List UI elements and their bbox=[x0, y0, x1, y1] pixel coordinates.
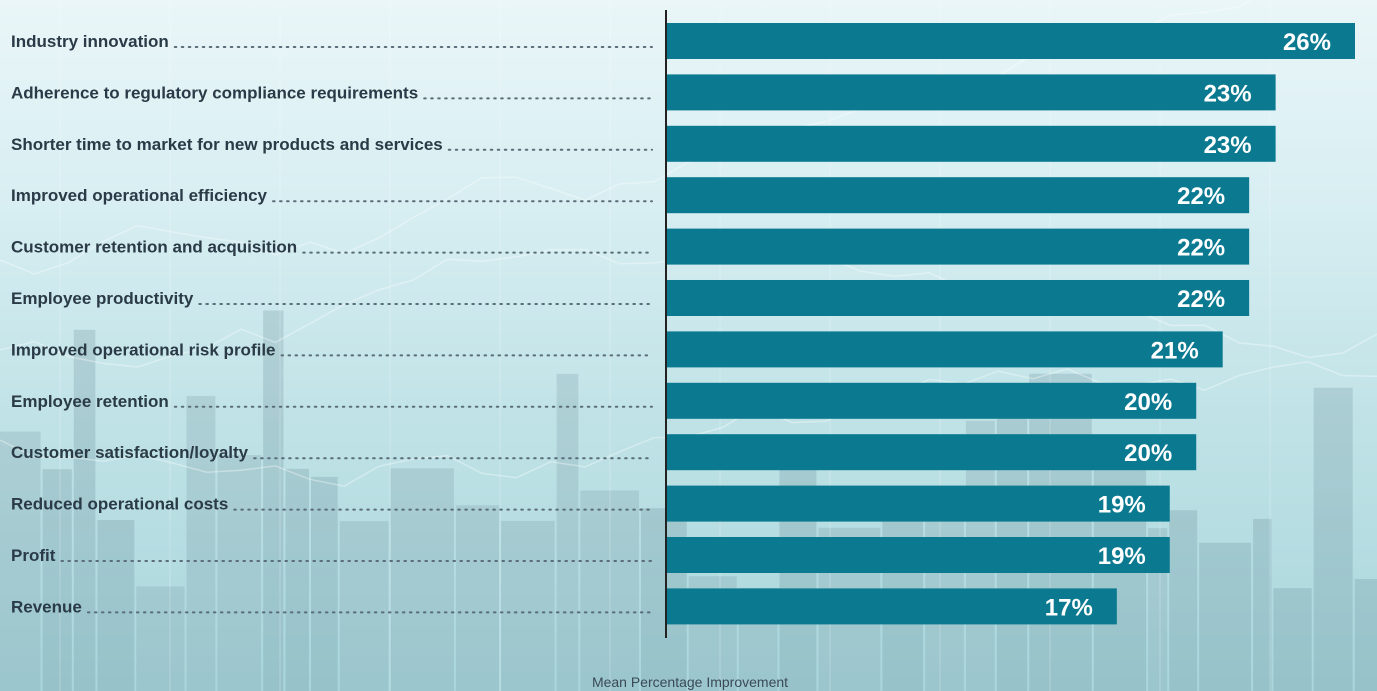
category-label: Customer retention and acquisition bbox=[11, 238, 297, 257]
value-label: 22% bbox=[1177, 183, 1225, 210]
bar bbox=[667, 23, 1355, 59]
bar bbox=[667, 177, 1250, 214]
category-label: Profit bbox=[11, 546, 56, 565]
chart-rows: Industry innovation 26% Adherence to regul… bbox=[11, 23, 1355, 625]
bar-row: Improved operational efficiency 22% bbox=[11, 177, 1250, 214]
value-label: 23% bbox=[1204, 80, 1252, 107]
category-label: Industry innovation bbox=[11, 32, 169, 51]
bar bbox=[667, 74, 1276, 111]
category-label: Reduced operational costs bbox=[11, 495, 228, 514]
value-label: 22% bbox=[1177, 235, 1225, 262]
category-label: Adherence to regulatory compliance requi… bbox=[11, 83, 418, 102]
bar-row: Adherence to regulatory compliance requi… bbox=[11, 74, 1276, 111]
value-label: 21% bbox=[1151, 337, 1199, 364]
bar-row: Customer satisfaction/loyalty 20% bbox=[11, 434, 1197, 471]
bar bbox=[667, 537, 1170, 573]
x-axis-label: Mean Percentage Improvement bbox=[592, 674, 788, 690]
category-label: Shorter time to market for new products … bbox=[11, 135, 443, 154]
bar bbox=[667, 588, 1117, 625]
category-label: Revenue bbox=[11, 597, 82, 616]
category-label: Customer satisfaction/loyalty bbox=[11, 443, 249, 462]
bar bbox=[667, 434, 1197, 471]
value-label: 19% bbox=[1098, 543, 1146, 570]
value-label: 23% bbox=[1204, 132, 1252, 159]
value-label: 22% bbox=[1177, 286, 1225, 313]
value-label: 19% bbox=[1098, 492, 1146, 519]
bar bbox=[667, 382, 1197, 419]
bar-row: Shorter time to market for new products … bbox=[11, 125, 1276, 162]
bar-row: Profit 19% bbox=[11, 537, 1170, 573]
bar-row: Employee retention 20% bbox=[11, 382, 1197, 419]
category-label: Improved operational risk profile bbox=[11, 340, 276, 359]
bar-row: Reduced operational costs 19% bbox=[11, 485, 1170, 522]
bar-row: Improved operational risk profile 21% bbox=[11, 331, 1223, 368]
bar bbox=[667, 280, 1250, 316]
bar bbox=[667, 228, 1250, 265]
bar bbox=[667, 485, 1170, 522]
bar-row: Customer retention and acquisition 22% bbox=[11, 228, 1250, 265]
value-label: 26% bbox=[1283, 29, 1331, 56]
value-label: 20% bbox=[1124, 389, 1172, 416]
bar-row: Employee productivity 22% bbox=[11, 280, 1250, 316]
category-label: Employee productivity bbox=[11, 289, 194, 308]
bar bbox=[667, 125, 1276, 162]
category-label: Improved operational efficiency bbox=[11, 186, 268, 205]
value-label: 20% bbox=[1124, 440, 1172, 467]
bar-row: Industry innovation 26% bbox=[11, 23, 1355, 59]
bar bbox=[667, 331, 1223, 368]
category-label: Employee retention bbox=[11, 392, 169, 411]
bar-row: Revenue 17% bbox=[11, 588, 1117, 625]
value-label: 17% bbox=[1045, 594, 1093, 621]
